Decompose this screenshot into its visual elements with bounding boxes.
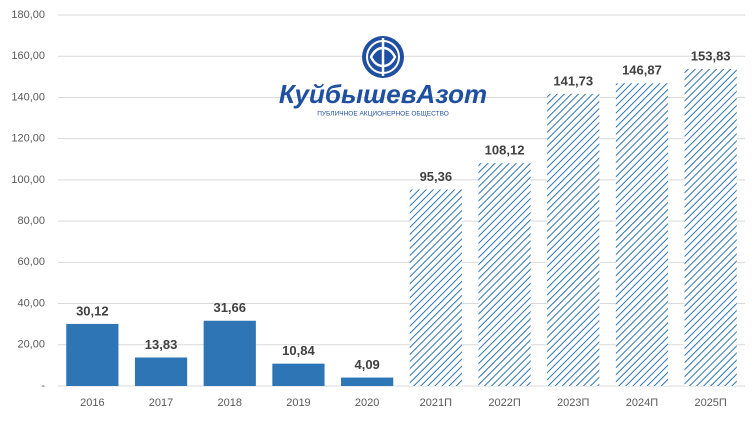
bar (203, 320, 256, 386)
value-label: 13,83 (145, 337, 178, 352)
value-label: 4,09 (354, 357, 379, 372)
x-tick-label: 2024П (626, 397, 658, 409)
y-tick-label: 180,00 (11, 9, 45, 21)
bar (547, 93, 600, 386)
x-tick-label: 2016 (80, 397, 104, 409)
value-label: 108,12 (485, 143, 525, 158)
logo-subtitle: ПУБЛИЧНОЕ АКЦИОНЕРНОЕ ОБЩЕСТВО (317, 111, 449, 118)
x-tick-label: 2018 (218, 397, 242, 409)
x-tick-label: 2020 (355, 397, 379, 409)
y-tick-label: 40,00 (17, 297, 45, 309)
x-tick-label: 2023П (557, 397, 589, 409)
value-label: 141,73 (553, 73, 593, 88)
value-label: 31,66 (213, 300, 246, 315)
value-label: 95,36 (420, 169, 453, 184)
logo-title: КуйбышевАзот (279, 79, 487, 109)
bar (134, 357, 188, 386)
y-tick-label: 120,00 (11, 133, 45, 145)
x-tick-label: 2022П (488, 397, 520, 409)
y-tick-label: - (41, 380, 45, 392)
x-tick-label: 2021П (420, 397, 452, 409)
y-tick-label: 100,00 (11, 174, 45, 186)
x-tick-label: 2017 (149, 397, 173, 409)
value-label: 30,12 (76, 303, 109, 318)
bar (341, 377, 394, 386)
bar (66, 323, 119, 386)
value-label: 146,87 (622, 63, 662, 78)
x-tick-label: 2019 (286, 397, 310, 409)
value-label: 10,84 (282, 343, 315, 358)
logo: КуйбышевАзот ПУБЛИЧНОЕ АКЦИОНЕРНОЕ ОБЩЕС… (279, 36, 487, 118)
bar (615, 83, 669, 387)
y-tick-label: 60,00 (17, 256, 45, 268)
y-tick-label: 80,00 (17, 215, 45, 227)
x-tick-label: 2025П (694, 397, 726, 409)
bar (684, 68, 737, 387)
y-tick-label: 160,00 (11, 50, 45, 62)
bar (478, 163, 531, 386)
bar (272, 363, 325, 386)
value-label: 153,83 (691, 48, 731, 63)
bar (409, 189, 462, 386)
y-tick-label: 140,00 (11, 91, 45, 103)
y-tick-label: 20,00 (17, 339, 45, 351)
